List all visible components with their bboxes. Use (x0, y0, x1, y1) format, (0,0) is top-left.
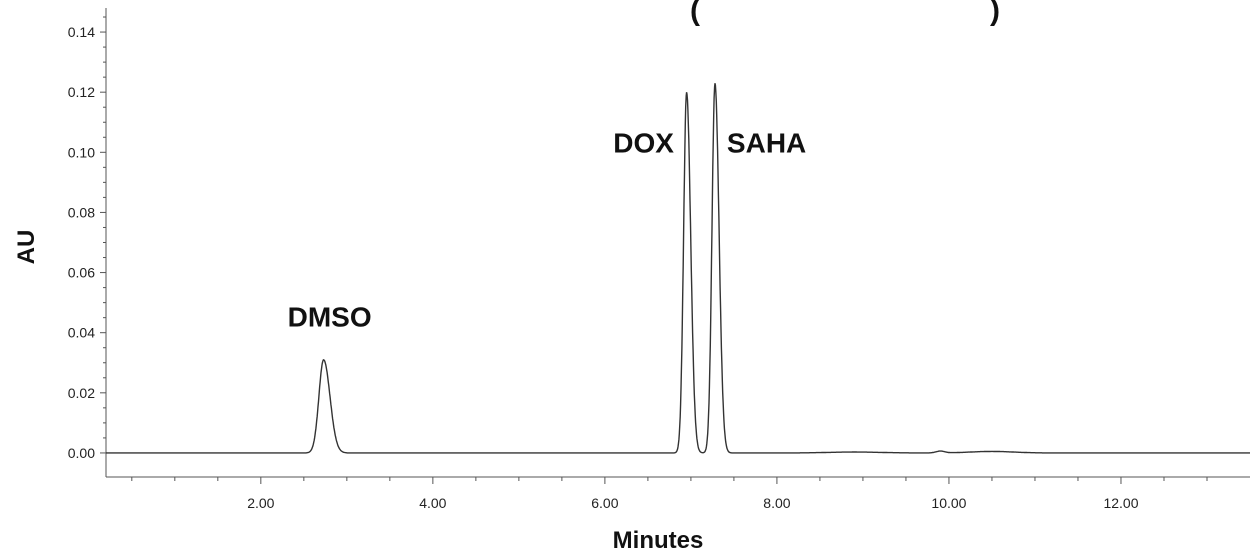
x-tick-label: 4.00 (419, 495, 446, 511)
x-tick-label: 2.00 (247, 495, 274, 511)
y-tick-label: 0.12 (68, 84, 95, 100)
x-axis-ticks: 2.00 4.00 6.00 8.00 10.00 12.00 (131, 477, 1208, 511)
y-tick-label: 0.00 (68, 445, 95, 461)
y-tick-label: 0.06 (68, 265, 95, 281)
peak-label-dmso: DMSO (288, 302, 372, 333)
peak-label-dox: DOX (613, 127, 674, 158)
chromatogram-trace (106, 83, 1250, 454)
title-fragment-open: ( (690, 0, 700, 27)
x-tick-label: 6.00 (591, 495, 618, 511)
chart-title-fragments: ( ) (690, 0, 1000, 27)
y-tick-label: 0.02 (68, 385, 95, 401)
title-fragment-close: ) (990, 0, 1000, 27)
x-tick-label: 8.00 (763, 495, 790, 511)
peak-label-saha: SAHA (727, 127, 806, 158)
x-tick-label: 10.00 (931, 495, 966, 511)
y-tick-label: 0.14 (68, 24, 95, 40)
peak-labels: DMSO DOX SAHA (288, 127, 807, 332)
y-tick-label: 0.04 (68, 325, 95, 341)
y-tick-label: 0.10 (68, 144, 95, 160)
y-axis-title: AU (13, 230, 40, 265)
axes (105, 8, 1250, 478)
x-axis-title: Minutes (613, 527, 704, 554)
x-tick-label: 12.00 (1103, 495, 1138, 511)
y-axis-ticks: 0.00 0.02 0.04 0.06 0.08 0.10 0.12 0.14 (68, 16, 106, 461)
y-tick-label: 0.08 (68, 204, 95, 220)
